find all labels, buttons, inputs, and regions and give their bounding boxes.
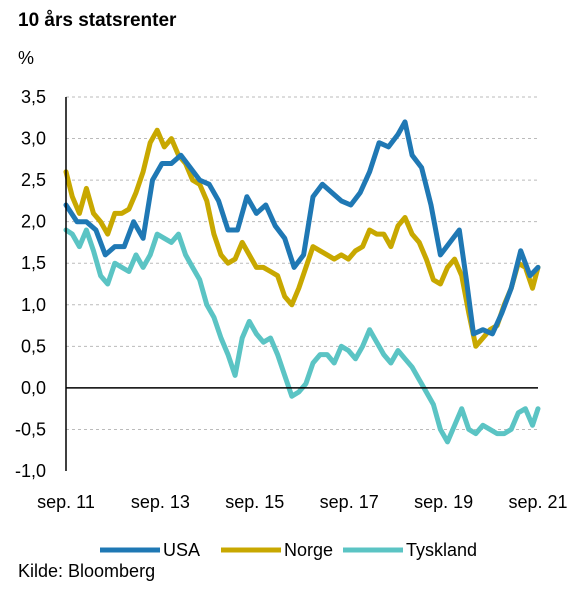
axes <box>65 97 538 471</box>
y-tick-label: 1,0 <box>21 295 46 315</box>
x-tick-label: sep. 13 <box>131 492 190 512</box>
y-tick-label: 0,0 <box>21 378 46 398</box>
y-tick-label: 3,0 <box>21 129 46 149</box>
gridlines <box>66 96 538 430</box>
y-axis-unit-label: % <box>18 48 34 68</box>
y-tick-label: -0,5 <box>15 419 46 439</box>
y-tick-label: 0,5 <box>21 336 46 356</box>
series-line-tyskland <box>63 227 541 445</box>
source-note: Kilde: Bloomberg <box>18 561 155 581</box>
x-tick-label: sep. 19 <box>414 492 473 512</box>
x-tick-label: sep. 15 <box>225 492 284 512</box>
y-tick-label: -1,0 <box>15 461 46 481</box>
series-line-usa <box>63 119 541 337</box>
legend-label-norge: Norge <box>284 540 333 560</box>
y-axis-tick-labels: 3,5 3,0 2,5 2,0 1,5 1,0 0,5 0,0 -0,5 -1,0 <box>15 87 46 481</box>
legend-label-tyskland: Tyskland <box>406 540 477 560</box>
y-tick-label: 2,0 <box>21 212 46 232</box>
chart-title: 10 års statsrenter <box>18 10 177 31</box>
legend: USA Norge Tyskland <box>100 540 477 560</box>
y-tick-label: 3,5 <box>21 87 46 107</box>
series-line-norge <box>63 127 541 349</box>
x-axis-tick-labels: sep. 11 sep. 13 sep. 15 sep. 17 sep. 19 sep. … <box>37 492 567 512</box>
x-tick-label: sep. 11 <box>37 492 95 512</box>
series-lines <box>63 119 541 445</box>
x-tick-label: sep. 21 <box>508 492 567 512</box>
legend-label-usa: USA <box>163 540 200 560</box>
y-tick-label: 2,5 <box>21 170 46 190</box>
y-tick-label: 1,5 <box>21 253 46 273</box>
x-tick-label: sep. 17 <box>320 492 379 512</box>
